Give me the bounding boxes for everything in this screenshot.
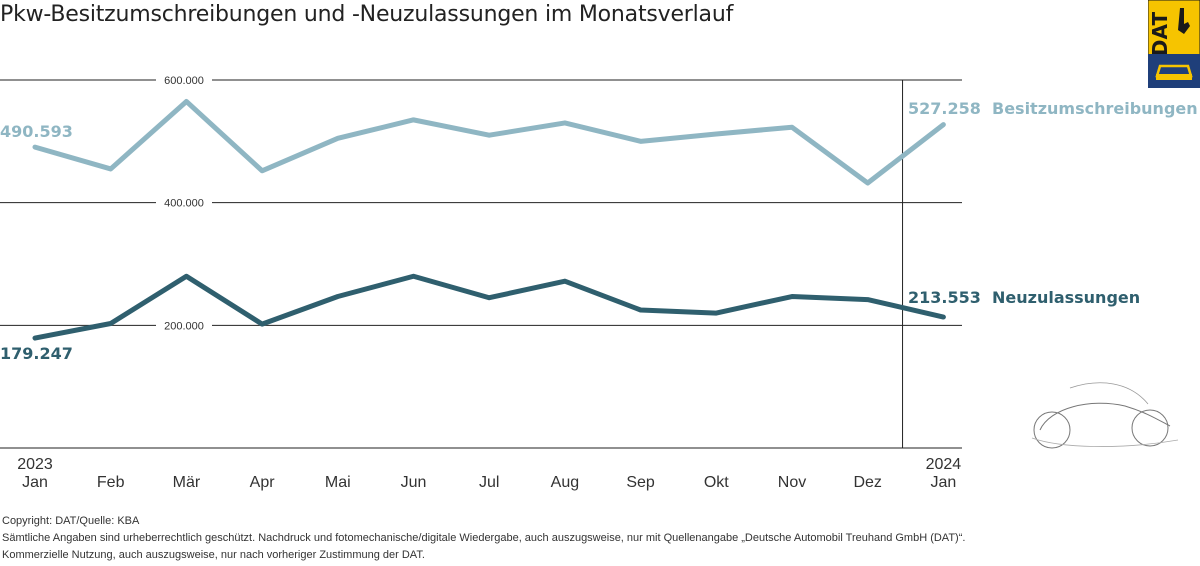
y-tick-label: 400.000 [164,198,204,210]
chart-title: Pkw-Besitzumschreibungen und -Neuzulassu… [0,2,734,27]
series-line-neu [32,273,946,341]
footer-copyright: Copyright: DAT/Quelle: KBA [2,515,140,527]
x-tick-label: Mai [325,474,351,491]
dat-logo-text: DAT [1148,12,1172,57]
car-sketch-icon [1031,382,1179,449]
tick-label-bg [156,318,212,333]
x-tick-label: Mär [173,474,201,491]
series-name-besitz: Besitzumschreibungen [992,99,1198,118]
footer-legal: Sämtliche Angaben sind urheberrechtlich … [2,532,966,544]
x-tick-label: Dez [853,474,881,491]
x-tick-label: Apr [250,474,276,491]
x-tick-label: Nov [778,474,806,491]
series-line-besitz [32,98,946,186]
x-tick-label: Okt [704,474,729,491]
y-tick-label: 200.000 [164,320,204,332]
dat-logo: DAT [1147,0,1200,89]
x-tick-label: Jan [931,474,957,491]
y-tick-label: 600.000 [164,75,204,87]
x-tick-label: Jan [22,474,48,491]
x-tick-label: Sep [626,474,655,491]
tick-label-bg [156,195,212,210]
data-label-start-besitz: 490.593 [0,122,73,141]
x-tick-label: Jul [479,474,499,491]
data-label-end-neu: 213.553 [908,288,981,307]
year-label: 2024 [926,456,962,473]
x-tick-label: Jun [401,474,427,491]
data-label-start-neu: 179.247 [0,344,73,363]
year-label: 2023 [17,456,53,473]
x-tick-label: Aug [551,474,579,491]
tick-label-bg [156,73,212,87]
x-tick-label: Feb [97,474,125,491]
footer-usage: Kommerzielle Nutzung, auch auszugsweise,… [2,549,425,561]
series-name-neu: Neuzulassungen [992,288,1140,307]
data-label-end-besitz: 527.258 [908,99,981,118]
